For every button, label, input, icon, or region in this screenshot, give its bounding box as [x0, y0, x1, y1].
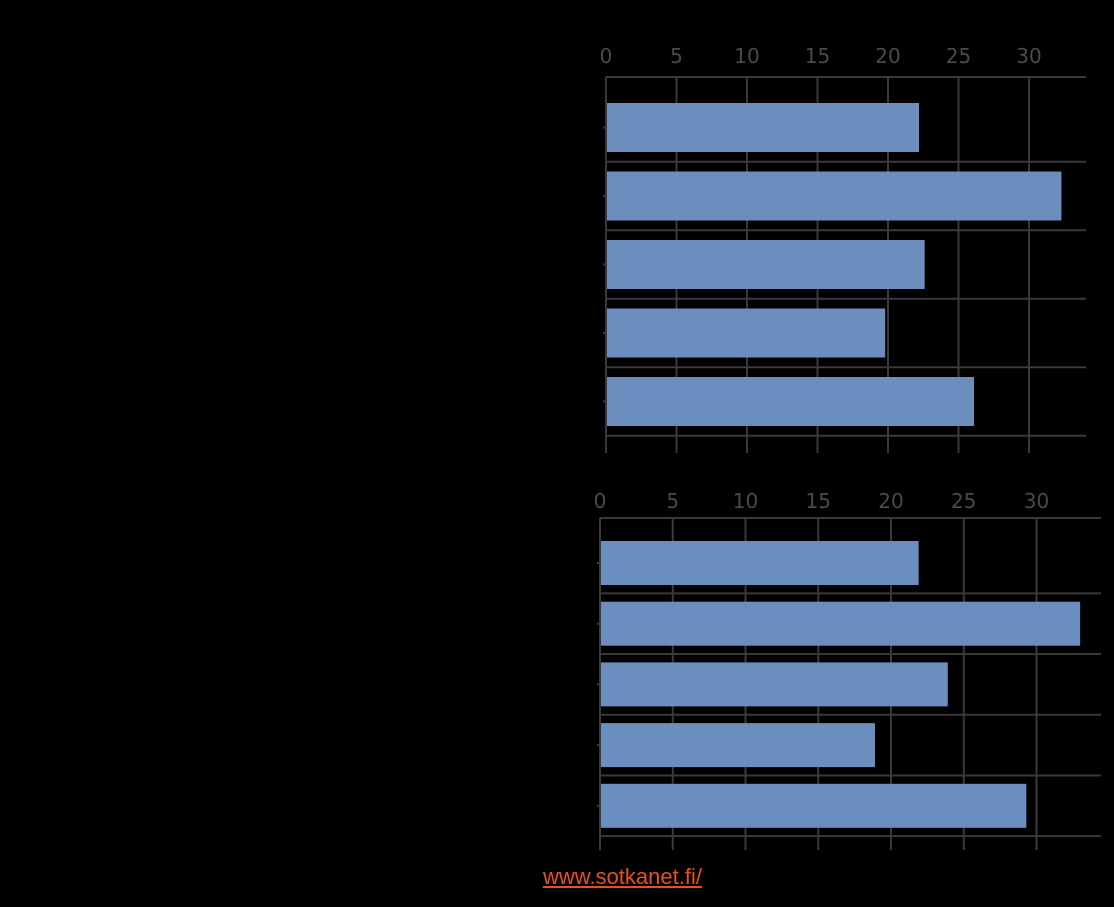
bar	[600, 662, 948, 707]
x-tick-label: 10	[734, 44, 759, 68]
x-tick-label: 15	[806, 489, 831, 513]
bar	[606, 377, 975, 426]
x-tick-label: 15	[805, 44, 830, 68]
bar	[600, 541, 919, 585]
source-link[interactable]: www.sotkanet.fi/	[543, 864, 702, 889]
x-tick-label: 30	[1024, 489, 1049, 513]
x-tick-label: 25	[951, 489, 976, 513]
x-tick-label: 10	[733, 489, 758, 513]
x-tick-label: 20	[875, 44, 900, 68]
x-tick-label: 5	[670, 44, 683, 68]
bar	[606, 308, 886, 358]
x-tick-label: 20	[878, 489, 903, 513]
x-tick-label: 0	[594, 489, 607, 513]
bar	[606, 103, 920, 152]
bar	[600, 723, 875, 768]
bar	[606, 240, 925, 289]
bar-chart-top: 0 5 10 15 20 25 30	[600, 44, 1086, 453]
x-tick-label: 30	[1016, 44, 1041, 68]
bar-chart-bottom: 0 5 10 15 20 25 30	[594, 489, 1101, 850]
bar	[600, 601, 1081, 646]
x-tick-label: 0	[600, 44, 613, 68]
bar	[600, 783, 1027, 828]
x-tick-label: 25	[946, 44, 971, 68]
bar	[606, 171, 1062, 221]
x-tick-label: 5	[666, 489, 679, 513]
